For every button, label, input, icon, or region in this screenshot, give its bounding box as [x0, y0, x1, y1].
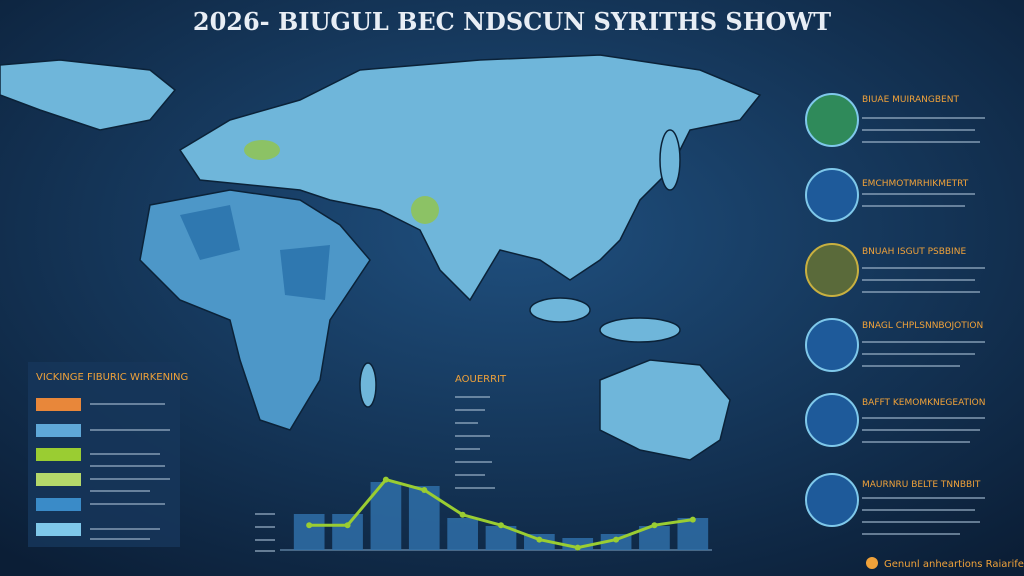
landmass — [178, 54, 762, 302]
icon — [805, 393, 859, 447]
point — [459, 511, 466, 518]
legend-panel: VICKINGE FIBURIC WIRKENING — [28, 362, 188, 547]
text-lines — [90, 403, 170, 540]
text-lines — [255, 513, 275, 552]
side-icons — [805, 93, 985, 535]
side-heading: BNAGL CHPLSNNBOJOTION — [862, 321, 983, 331]
region — [180, 205, 330, 300]
swatch — [36, 473, 81, 486]
region — [244, 140, 280, 160]
side-heading: BAFFT KEMOMKNEGEATION — [862, 398, 986, 408]
icon — [805, 473, 859, 527]
swatch — [36, 424, 81, 437]
legend-title: VICKINGE FIBURIC WIRKENING — [36, 372, 188, 383]
landmass — [659, 129, 681, 191]
bar — [677, 518, 709, 550]
bar — [447, 518, 478, 550]
swatch — [36, 448, 81, 461]
icon — [805, 168, 859, 222]
bar — [293, 514, 325, 550]
landmass — [0, 59, 177, 131]
side-heading: BIUAE MUIRANGBENT — [862, 95, 959, 105]
side-heading: BNUAH ISGUT PSBBINE — [862, 247, 966, 257]
landmass — [529, 297, 591, 323]
text-lines — [862, 117, 985, 535]
region — [411, 196, 439, 224]
trend-chart — [255, 476, 712, 552]
landmass — [599, 317, 681, 343]
point — [651, 522, 658, 529]
point — [689, 516, 696, 523]
point — [613, 536, 620, 543]
point — [536, 536, 543, 543]
point — [306, 522, 313, 529]
landmass — [359, 362, 377, 408]
swatch — [36, 498, 81, 511]
side-heading: EMCHMOTMRHIKMETRT — [862, 179, 969, 189]
landmass — [599, 359, 731, 461]
icon — [805, 243, 859, 297]
side-headings: BIUAE MUIRANGBENT EMCHMOTMRHIKMETRT BNUAH … — [862, 95, 986, 490]
swatch — [36, 398, 81, 411]
footer-icon — [866, 557, 878, 569]
point — [344, 522, 351, 529]
center-heading: AOUERRIT — [455, 374, 507, 385]
side-heading: MAURNRU BELTE TNNBBIT — [862, 480, 981, 490]
point — [574, 544, 581, 551]
point — [382, 476, 389, 483]
map — [0, 54, 762, 461]
icon — [805, 318, 859, 372]
point — [421, 487, 428, 493]
swatch — [36, 523, 81, 536]
text-lines — [455, 396, 495, 489]
title: 2026- BIUGUL BEC NDSCUN SYRITHS SHOWT — [193, 7, 831, 36]
icon — [805, 93, 859, 147]
point — [498, 522, 504, 529]
footer: Genunl anheartions Raiarife — [884, 559, 1024, 570]
bar — [332, 514, 363, 550]
